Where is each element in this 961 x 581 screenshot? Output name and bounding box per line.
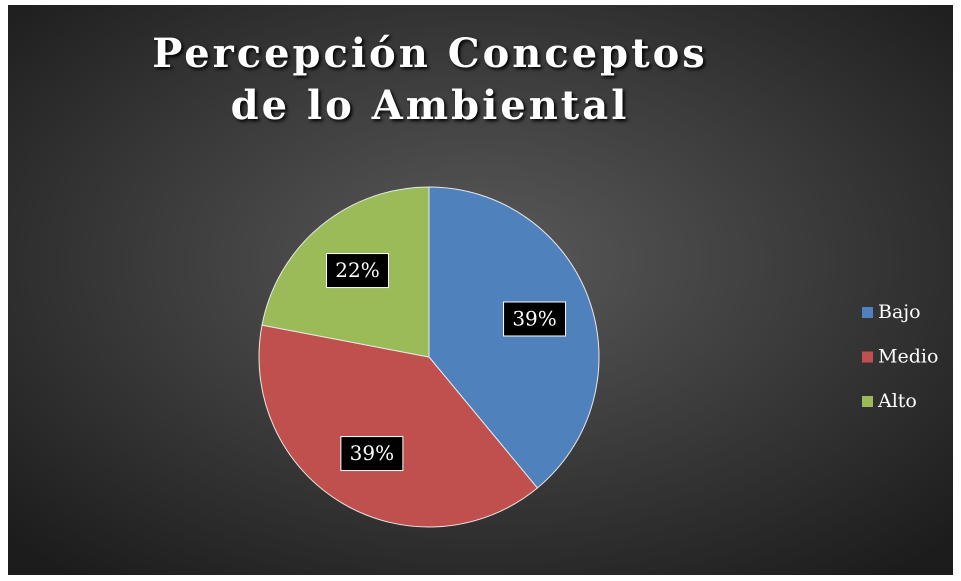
legend-label: Bajo: [878, 301, 921, 323]
legend-swatch: [862, 396, 873, 407]
pie-slice: [258, 324, 539, 528]
data-label-box: [325, 253, 389, 289]
data-label-box: [503, 301, 567, 337]
data-label: 39%: [512, 306, 556, 330]
legend-label: Alto: [877, 390, 917, 412]
legend-label: Medio: [878, 346, 938, 368]
legend-swatch: [862, 307, 873, 318]
chart-title: Percepción Conceptos de lo Ambiental: [152, 30, 708, 129]
data-label: 22%: [335, 258, 379, 282]
legend-swatch: [862, 351, 873, 363]
data-label: 39%: [350, 441, 394, 465]
pie-slice: [428, 186, 600, 489]
data-label-box: [340, 436, 404, 472]
